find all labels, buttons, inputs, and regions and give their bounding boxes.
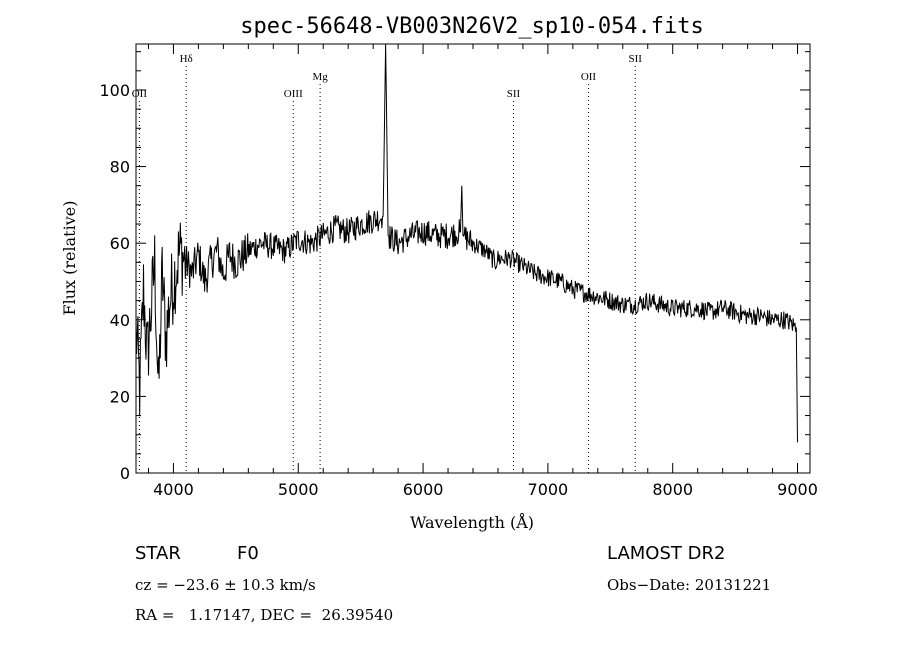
x-tick-label: 7000 [528, 480, 569, 499]
y-tick-label: 40 [110, 311, 130, 330]
x-tick-label: 4000 [153, 480, 194, 499]
x-tick-label: 8000 [652, 480, 693, 499]
y-axis-label: Flux (relative) [60, 201, 79, 316]
x-tick-label: 5000 [278, 480, 319, 499]
survey-name: LAMOST DR2 [607, 543, 725, 564]
line-marker-label: Hδ [180, 53, 193, 65]
line-marker-label: Mg [312, 71, 328, 83]
x-axis-label: Wavelength (Å) [410, 512, 534, 532]
sky-coordinates: RA = 1.17147, DEC = 26.39540 [135, 606, 393, 624]
plot-frame [135, 43, 811, 474]
object-type: STAR [135, 543, 181, 564]
spectral-subclass: F0 [237, 543, 259, 564]
line-marker-label: OIII [284, 88, 303, 100]
y-tick-label: 100 [99, 81, 130, 100]
axis-ticks: 4000 5000 6000 7000 8000 9000 0 20 40 60 80 100 [99, 44, 818, 499]
spectrum-series-line [135, 43, 798, 443]
chart-title: spec-56648-VB003N26V2_sp10-054.fits [240, 14, 704, 39]
redshift-velocity: cz = −23.6 ± 10.3 km/s [135, 576, 316, 594]
line-marker-label: OII [132, 88, 148, 100]
x-tick-label: 6000 [403, 480, 444, 499]
x-tick-label: 9000 [777, 480, 818, 499]
line-marker-label: SII [507, 88, 521, 100]
spectral-line-markers: OII Hδ OIII Mg SII OII SII [132, 53, 643, 473]
line-marker-label: SII [629, 53, 643, 65]
y-tick-label: 60 [110, 234, 130, 253]
observation-date: Obs−Date: 20131221 [607, 576, 771, 594]
y-tick-label: 80 [110, 158, 130, 177]
y-tick-label: 20 [110, 387, 130, 406]
y-tick-label: 0 [120, 464, 130, 483]
line-marker-label: OII [581, 71, 597, 83]
